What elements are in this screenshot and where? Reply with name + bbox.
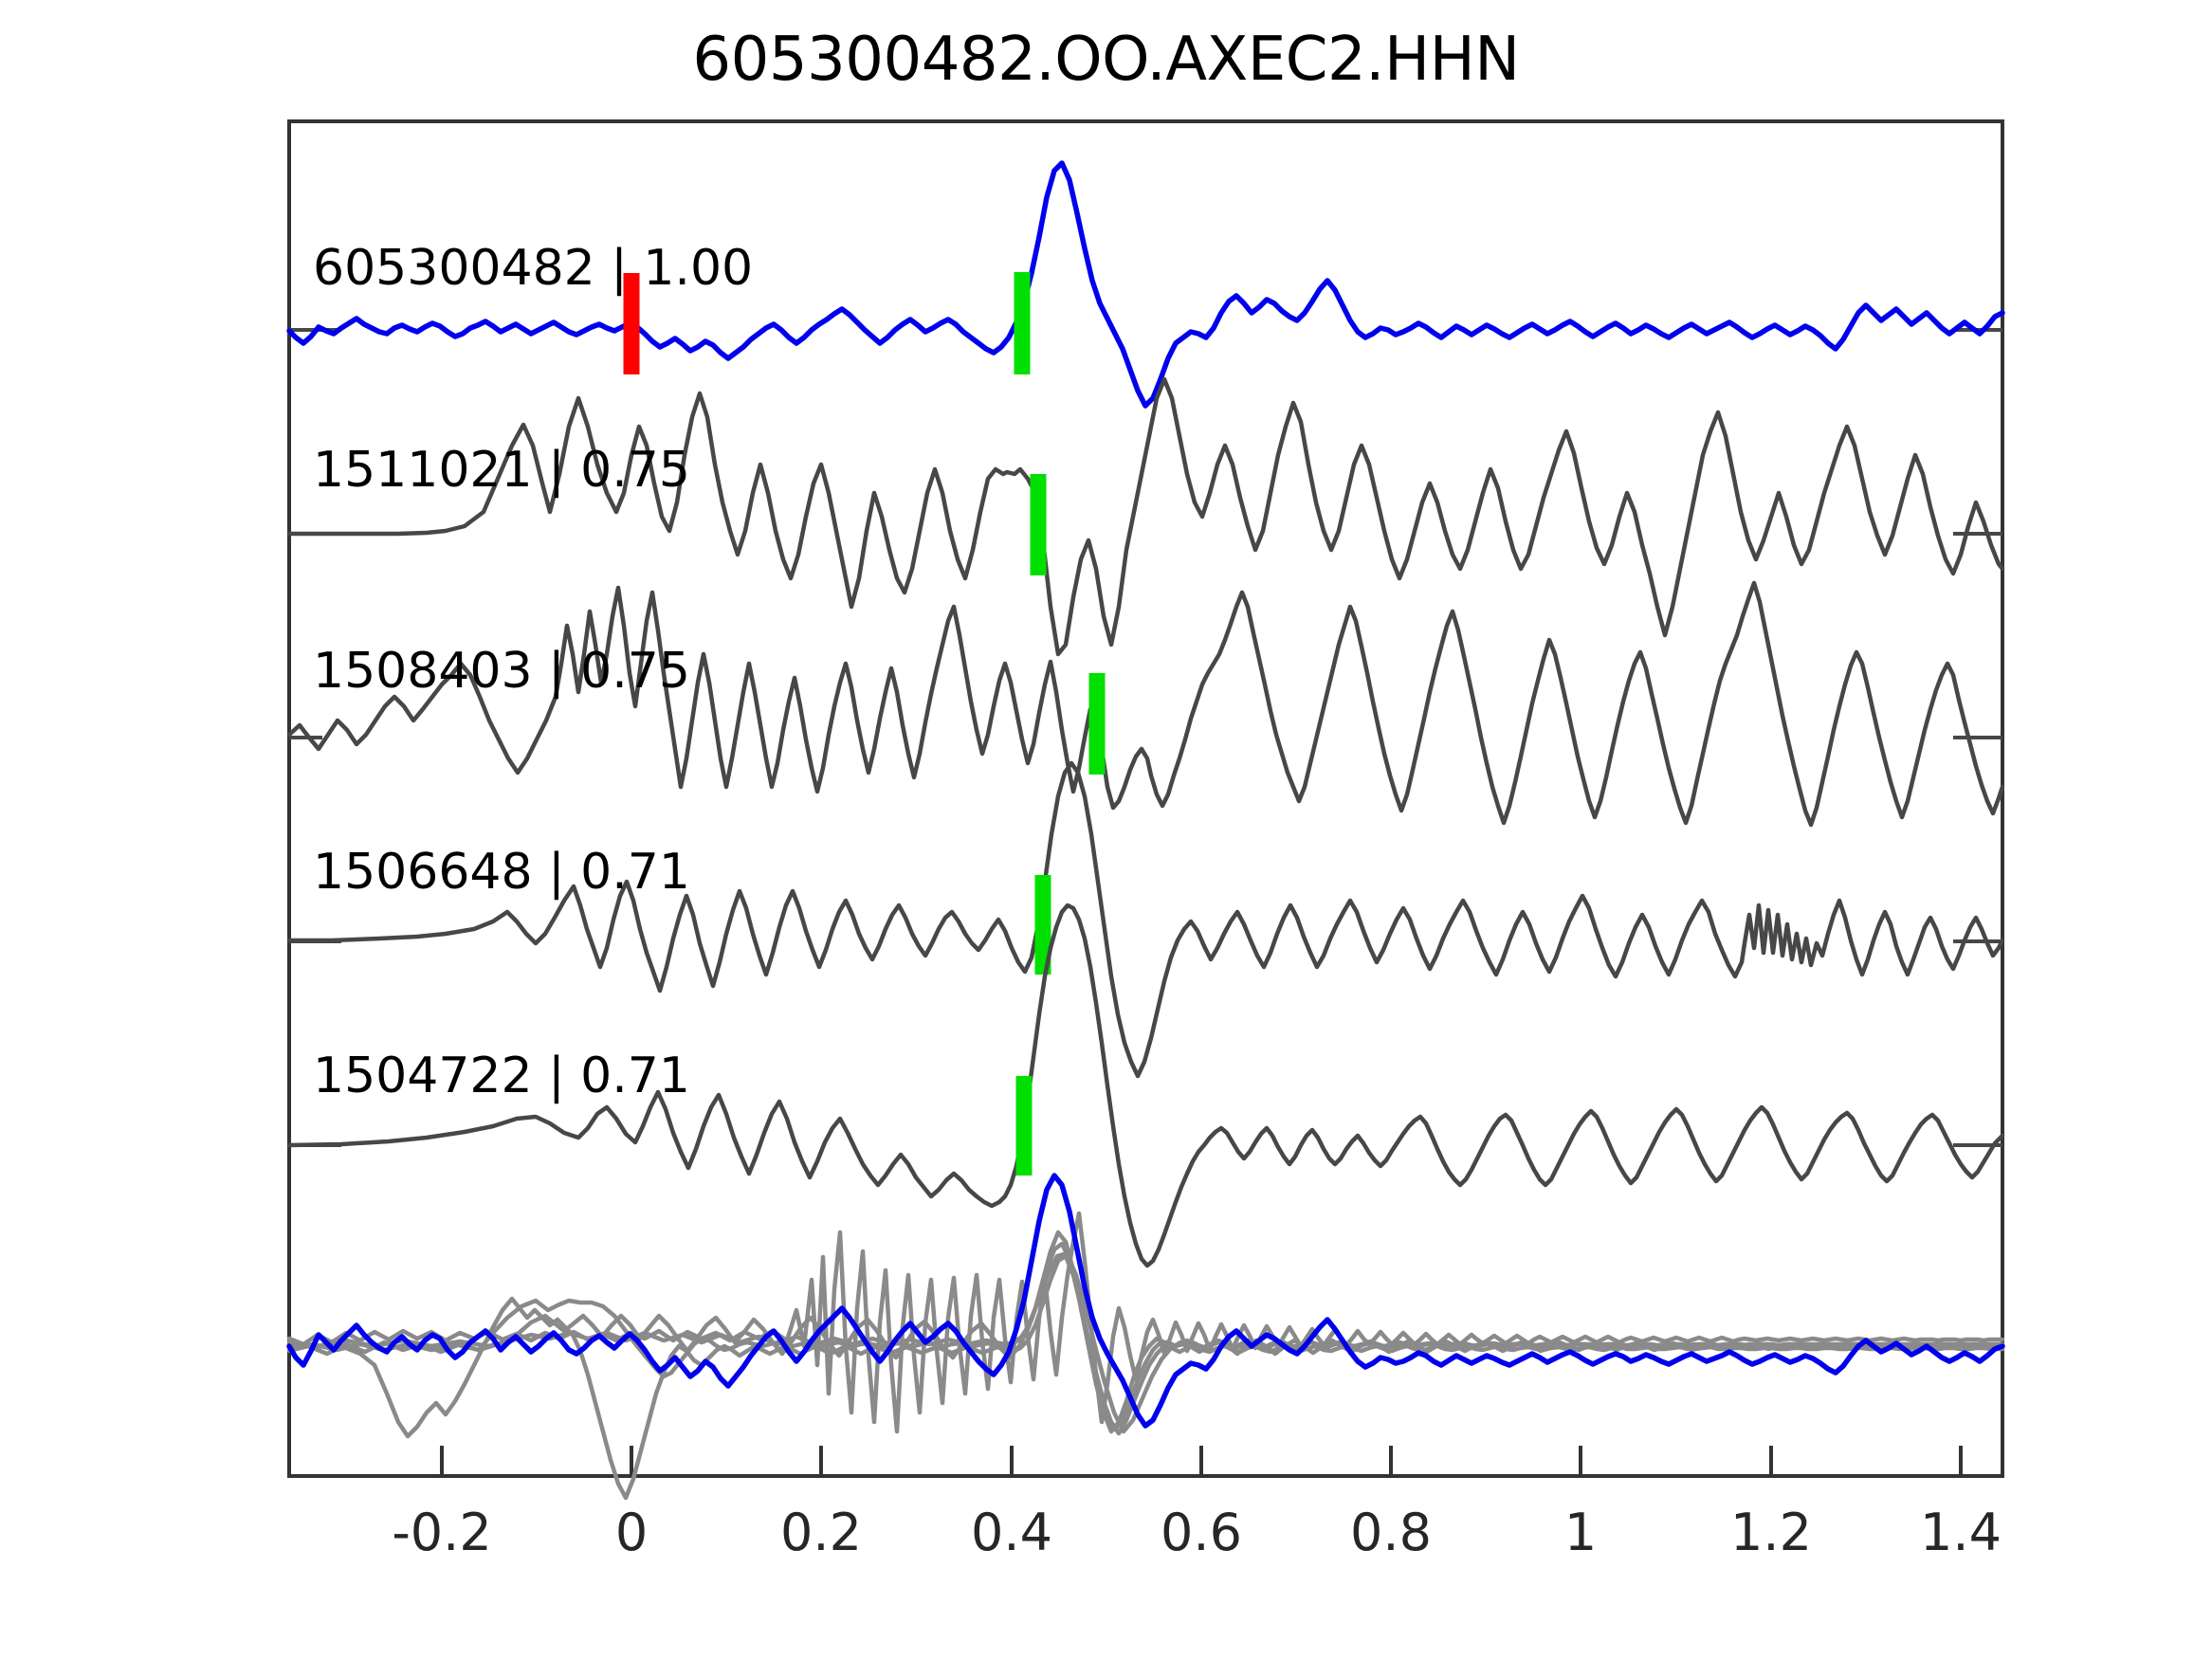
stack-trace-template [286,1173,2005,1429]
stack-overlay-panel [286,1173,2005,1501]
trace-label-1: 1511021 | 0.75 [313,442,690,499]
trace-row-1: 1511021 | 0.75 [286,376,2005,657]
x-tick-label: 0.6 [1161,1503,1242,1562]
trace-label-3: 1506648 | 0.71 [313,844,690,901]
trace-label-2: 1508403 | 0.75 [313,643,690,700]
waveform-path-2 [286,580,2005,828]
trace-row-2: 1508403 | 0.75 [286,580,2005,828]
stack-trace-c [286,1253,2005,1501]
stack-trace-e [286,1241,2005,1432]
trace-row-0: 605300482 | 1.00 [286,160,2005,409]
page-title: 605300482.OO.AXEC2.HHN [692,25,1520,95]
trace-row-4: 1504722 | 0.71 [286,902,2005,1268]
waveform-path-4 [286,902,2005,1268]
trace-row-3: 1506648 | 0.71 [286,760,2005,1079]
plot-frame [287,119,2004,1478]
x-tick-label: 1 [1564,1503,1597,1562]
trace-label-0: 605300482 | 1.00 [313,240,753,297]
waveform-path-3 [286,760,2005,1079]
x-tick-label: 0.8 [1350,1503,1432,1562]
x-tick-label: 1.2 [1730,1503,1812,1562]
x-axis-tick-labels: -0.2 0 0.2 0.4 0.6 0.8 1 1.2 1.4 [392,1503,2002,1562]
x-tick-label: 0 [615,1503,648,1562]
x-tick-label: 1.4 [1920,1503,2002,1562]
x-tick-label: -0.2 [392,1503,491,1562]
trace-label-4: 1504722 | 0.71 [313,1048,690,1104]
x-axis-ticks [440,1446,1963,1476]
waveform-path-0 [286,160,2005,409]
waveform-path-1 [286,376,2005,657]
x-tick-label: 0.2 [780,1503,862,1562]
x-tick-label: 0.4 [971,1503,1052,1562]
